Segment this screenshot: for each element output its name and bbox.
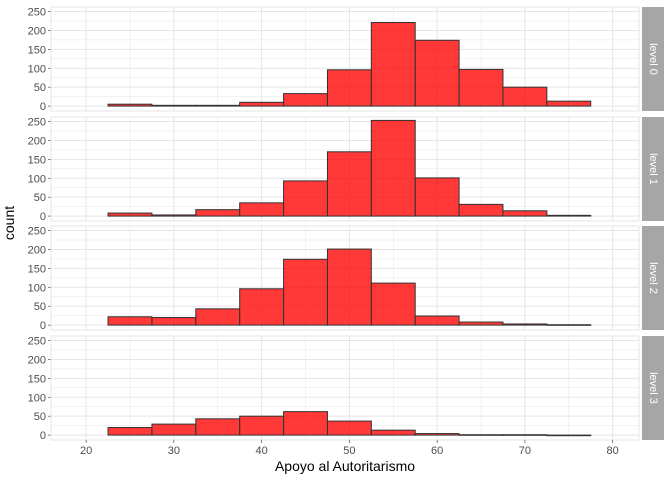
x-axis-title: Apoyo al Autoritarismo [275, 458, 415, 474]
panel-border [50, 116, 640, 222]
histogram-bar [151, 423, 197, 436]
histogram-bar [151, 214, 197, 217]
y-tick-label: 50 [34, 411, 46, 423]
histogram-bar [283, 93, 328, 107]
histogram-bar [370, 282, 416, 326]
histogram-bar [326, 248, 372, 326]
facet-strip [642, 7, 664, 111]
histogram-bar [458, 434, 504, 436]
histogram-bar [195, 209, 241, 217]
facet-strip-label: level 3 [647, 372, 659, 404]
histogram-bar [502, 86, 548, 107]
y-tick-label: 0 [40, 430, 46, 442]
histogram-bar [546, 100, 592, 107]
y-tick-label: 100 [28, 282, 46, 294]
histogram-bar [283, 411, 328, 436]
histogram-bar [283, 258, 328, 326]
histogram-bar [370, 119, 416, 217]
x-axis: 20 30 40 50 60 70 80 [80, 440, 619, 457]
y-tick-label: 0 [40, 211, 46, 223]
histogram-bar [107, 103, 153, 107]
x-tick-label: 30 [168, 445, 180, 457]
y-tick-label: 50 [34, 301, 46, 313]
x-tick-label: 50 [343, 445, 355, 457]
y-tick-label: 200 [28, 135, 46, 147]
y-tick-label: 50 [34, 82, 46, 94]
y-tick-label: 50 [34, 192, 46, 204]
histogram-bar [107, 427, 153, 436]
y-tick-label: 100 [28, 173, 46, 185]
x-tick-label: 60 [431, 445, 443, 457]
histogram-bar [414, 315, 460, 326]
histogram-bar [414, 177, 460, 217]
histogram-bar [326, 151, 372, 217]
facet-strip-label: level 0 [647, 43, 659, 75]
histogram-bar [195, 418, 241, 436]
histogram-bar [326, 69, 372, 107]
histogram-bar [414, 39, 460, 107]
histogram-bar [195, 308, 241, 326]
histogram-bar [239, 101, 285, 107]
y-tick-label: 100 [28, 63, 46, 75]
panel-border [50, 225, 640, 331]
histogram-bar [239, 288, 285, 326]
y-tick-label: 250 [28, 226, 46, 238]
y-tick-label: 200 [28, 244, 46, 256]
y-tick-label: 150 [28, 373, 46, 385]
facet-panel-0: 0 50 100 150 200 250 level 0 [28, 6, 664, 113]
histogram-bar [414, 433, 460, 436]
histogram-bar [195, 104, 241, 107]
histogram-bar [370, 22, 416, 107]
facet-panel-2: 0 50 100 150 200 250 level 2 [28, 225, 664, 332]
histogram-bar [107, 316, 153, 326]
x-tick-label: 20 [80, 445, 92, 457]
histogram-bar [546, 214, 592, 217]
histogram-bar [283, 180, 328, 217]
histogram-bar [458, 203, 504, 217]
histogram-bar [151, 104, 197, 107]
x-tick-label: 80 [607, 445, 619, 457]
y-tick-label: 100 [28, 392, 46, 404]
histogram-bar [151, 317, 197, 326]
histogram-bar [239, 202, 285, 217]
y-axis-title: count [1, 206, 17, 240]
histogram-bar [502, 210, 548, 217]
facet-panels: 0 50 100 150 200 250 level 0 0 50 100 150 200 250 lev… [28, 6, 664, 442]
y-tick-label: 250 [28, 336, 46, 348]
histogram-bar [546, 324, 592, 326]
y-tick-label: 0 [40, 101, 46, 113]
histogram-bar [326, 420, 372, 436]
panel-border [50, 335, 640, 441]
y-tick-label: 150 [28, 263, 46, 275]
histogram-bar [502, 434, 548, 436]
histogram-bar [546, 434, 592, 437]
histogram-bar [458, 321, 504, 326]
facet-panel-3: 0 50 100 150 200 250 level 3 [28, 335, 664, 442]
y-tick-label: 200 [28, 354, 46, 366]
x-tick-label: 40 [256, 445, 268, 457]
x-tick-label: 70 [519, 445, 531, 457]
histogram-bar [239, 415, 285, 436]
facet-panel-1: 0 50 100 150 200 250 level 1 [28, 116, 664, 223]
facet-strip-label: level 2 [647, 262, 659, 294]
facet-strip [642, 117, 664, 221]
y-tick-label: 150 [28, 44, 46, 56]
facet-strip [642, 336, 664, 440]
facet-strip-label: level 1 [647, 153, 659, 185]
histogram-bar [458, 68, 504, 107]
histogram-bar [107, 212, 153, 217]
y-tick-label: 200 [28, 25, 46, 37]
facet-strip [642, 226, 664, 330]
panel-border [50, 6, 640, 112]
y-tick-label: 150 [28, 154, 46, 166]
y-tick-label: 250 [28, 117, 46, 129]
histogram-bar [370, 429, 416, 436]
y-tick-label: 0 [40, 320, 46, 332]
histogram-bar [502, 323, 548, 326]
y-tick-label: 250 [28, 7, 46, 19]
